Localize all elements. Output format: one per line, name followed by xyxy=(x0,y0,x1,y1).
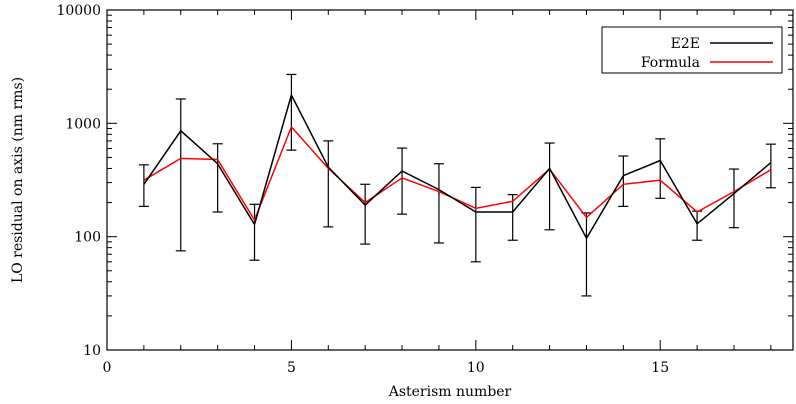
y-tick-label: 1000 xyxy=(65,116,101,132)
y-tick-label: 10 xyxy=(83,343,101,359)
series-line-e2e xyxy=(143,92,772,240)
legend-box xyxy=(601,26,783,74)
plot-frame xyxy=(106,9,794,351)
series-lines xyxy=(143,92,772,240)
plot-border xyxy=(106,9,794,351)
series-line-formula xyxy=(143,125,772,222)
x-tick-label: 15 xyxy=(651,360,669,376)
x-axis: 0 5 10 15 xyxy=(103,10,772,376)
legend: E2E Formula xyxy=(601,26,783,74)
y-axis: 10 100 1000 10000 xyxy=(56,3,793,359)
y-axis-label: LO residual on axis (nm rms) xyxy=(10,77,26,283)
e2e-error-bars xyxy=(138,73,776,297)
y-tick-label: 10000 xyxy=(56,3,101,19)
x-tick-label: 5 xyxy=(287,360,296,376)
y-tick-label: 100 xyxy=(74,230,101,246)
legend-label-formula: Formula xyxy=(641,55,700,71)
legend-label-e2e: E2E xyxy=(671,36,700,52)
x-axis-label: Asterism number xyxy=(388,384,512,400)
x-tick-label: 10 xyxy=(467,360,485,376)
x-tick-label: 0 xyxy=(103,360,112,376)
